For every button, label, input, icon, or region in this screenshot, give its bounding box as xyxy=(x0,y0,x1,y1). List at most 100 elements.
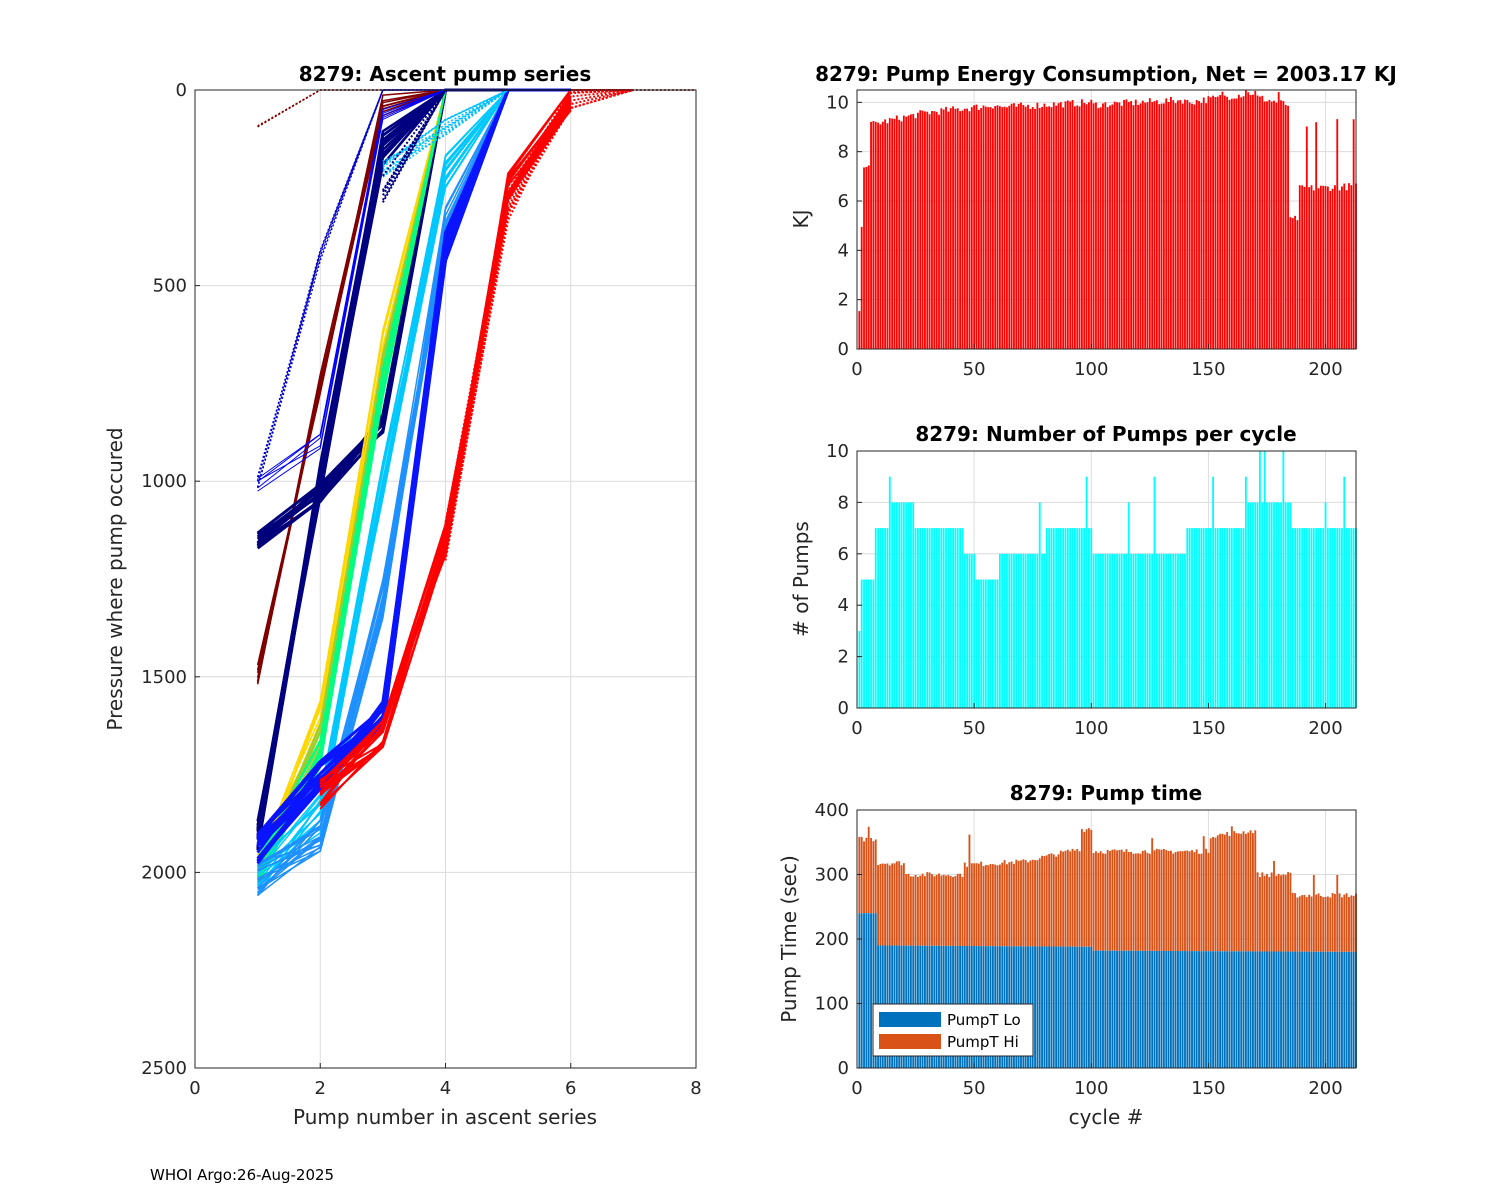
bar xyxy=(891,502,894,708)
bar-pumpt-lo xyxy=(1277,951,1280,1068)
bar-pumpt-lo xyxy=(1333,951,1336,1068)
bar-pumpt-hi xyxy=(863,841,865,914)
bar xyxy=(968,553,971,708)
bar-pumpt-lo xyxy=(1254,951,1257,1068)
y-tick-label: 4 xyxy=(838,240,849,261)
bar-pumpt-hi xyxy=(1247,832,1250,952)
bar xyxy=(989,107,992,350)
bar xyxy=(1298,185,1301,349)
bar xyxy=(1289,217,1292,349)
bar-pumpt-lo xyxy=(1282,951,1285,1068)
bar-pumpt-lo xyxy=(1137,950,1140,1068)
bar xyxy=(973,553,976,708)
bar-pumpt-hi xyxy=(1195,849,1198,952)
bar xyxy=(1348,183,1350,349)
bar xyxy=(1191,528,1193,708)
bar-pumpt-hi xyxy=(1289,872,1292,952)
bar xyxy=(1162,103,1165,349)
bar xyxy=(1073,106,1076,350)
bar xyxy=(1336,119,1339,349)
bar xyxy=(870,579,872,708)
bar xyxy=(909,114,912,349)
bar-pumpt-lo xyxy=(1251,951,1254,1068)
bar xyxy=(860,226,863,349)
bar xyxy=(1008,105,1011,349)
bar xyxy=(1315,122,1318,349)
bar xyxy=(905,116,908,350)
bar xyxy=(1305,126,1308,349)
bar xyxy=(1303,186,1306,349)
bar-pumpt-hi xyxy=(1319,895,1322,952)
bar xyxy=(1055,105,1058,349)
bar xyxy=(1085,476,1088,708)
bar xyxy=(942,528,945,708)
bar xyxy=(1282,101,1285,349)
x-tick-label: 200 xyxy=(1308,359,1342,380)
bar xyxy=(1280,502,1282,708)
bar-pumpt-hi xyxy=(1118,850,1121,951)
bar-pumpt-hi xyxy=(1153,850,1156,951)
bar xyxy=(1006,107,1008,349)
bar xyxy=(1242,96,1245,350)
bar-pumpt-hi xyxy=(1005,864,1008,947)
pumptime-ticks: 0 50 100 150 200 0 100 200 300 400 xyxy=(815,800,1343,1099)
bar-pumpt-hi xyxy=(1102,853,1104,951)
bar xyxy=(968,111,971,350)
bar xyxy=(975,579,978,708)
bar-pumpt-hi xyxy=(933,876,936,946)
bar-pumpt-lo xyxy=(1219,951,1222,1068)
bar-pumpt-hi xyxy=(1193,852,1196,952)
bar-pumpt-hi xyxy=(1242,831,1245,952)
bar-pumpt-hi xyxy=(1324,896,1327,952)
bar-pumpt-lo xyxy=(1080,946,1083,1068)
bar xyxy=(952,528,954,708)
bar-pumpt-hi xyxy=(949,876,952,946)
bar xyxy=(1102,553,1104,708)
bar xyxy=(1071,99,1074,349)
x-tick-label: 2 xyxy=(315,1078,326,1099)
bar xyxy=(973,105,976,349)
bar-pumpt-hi xyxy=(900,865,903,946)
bar xyxy=(1127,502,1130,708)
bar xyxy=(1064,101,1067,350)
bar xyxy=(1322,185,1325,349)
x-tick-label: 200 xyxy=(1308,1078,1342,1099)
bar xyxy=(956,528,959,708)
bar-pumpt-hi xyxy=(1034,860,1036,947)
bar xyxy=(1214,96,1217,349)
bar-pumpt-hi xyxy=(1141,850,1144,951)
bar xyxy=(1085,104,1088,349)
bar xyxy=(1095,102,1097,350)
bar xyxy=(1162,553,1165,708)
bar xyxy=(963,553,966,708)
bar xyxy=(1244,476,1247,708)
bar-pumpt-hi xyxy=(872,841,875,914)
bar-pumpt-hi xyxy=(1336,874,1339,952)
x-tick-label: 0 xyxy=(851,359,862,380)
bar xyxy=(872,121,875,349)
bar xyxy=(1043,553,1046,708)
bar xyxy=(1020,553,1022,708)
bar xyxy=(1184,553,1186,708)
bar-pumpt-hi xyxy=(1080,829,1083,947)
y-tick-label: 2 xyxy=(838,647,849,668)
bar xyxy=(1312,528,1315,708)
bar xyxy=(865,579,868,708)
y-tick-label: 200 xyxy=(815,929,849,950)
bar-pumpt-lo xyxy=(1247,951,1250,1068)
x-tick-label: 200 xyxy=(1308,718,1342,739)
ascent-line-red-dotted-top xyxy=(444,89,634,561)
bar xyxy=(996,105,999,350)
bar xyxy=(863,167,865,349)
bar-pumpt-hi xyxy=(982,866,985,947)
bar-pumpt-lo xyxy=(1169,950,1172,1068)
bar xyxy=(1240,97,1243,350)
bar-pumpt-lo xyxy=(1184,951,1186,1068)
bar-pumpt-lo xyxy=(1076,946,1079,1068)
bar-pumpt-hi xyxy=(888,865,891,946)
bar-pumpt-lo xyxy=(1062,946,1065,1068)
bar-pumpt-lo xyxy=(1120,950,1123,1068)
bar-pumpt-hi xyxy=(1348,897,1350,952)
bar xyxy=(1174,553,1177,708)
footer-credit: WHOI Argo:26-Aug-2025 xyxy=(150,1166,335,1184)
